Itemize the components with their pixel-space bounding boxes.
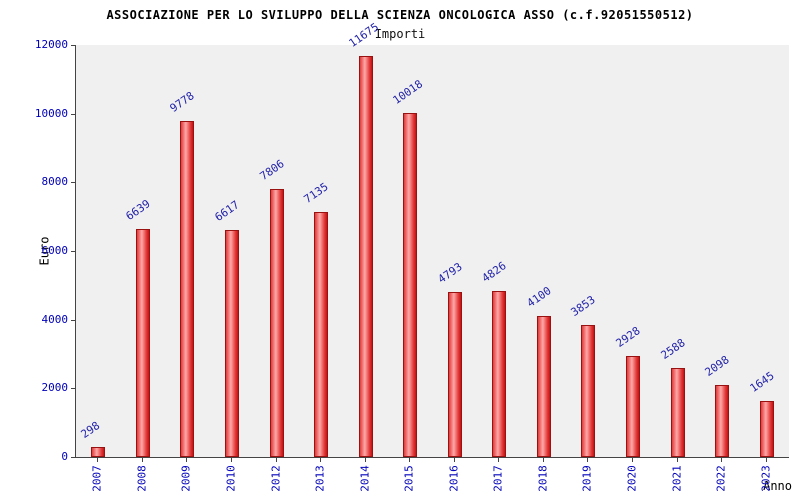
x-tick-mark (97, 458, 98, 462)
x-tick-mark (454, 458, 455, 462)
y-tick-label: 10000 (34, 106, 68, 120)
bar-value-label: 3853 (568, 293, 598, 319)
y-tick-label: 4000 (41, 312, 69, 326)
x-tick-mark (409, 458, 410, 462)
x-tick-label: 2015 (402, 465, 416, 492)
bar (314, 212, 328, 457)
bar (136, 229, 150, 457)
x-tick-mark (587, 458, 588, 462)
bar-value-label: 2928 (613, 324, 643, 350)
x-tick-mark (186, 458, 187, 462)
bar (270, 189, 284, 457)
y-tick-mark (71, 457, 75, 458)
bar (581, 325, 595, 457)
x-axis-title: Anno (763, 479, 792, 493)
bar-value-label: 6639 (123, 197, 153, 223)
bar (91, 447, 105, 457)
x-tick-label: 2007 (90, 465, 104, 492)
x-tick-label: 2019 (580, 465, 594, 492)
y-tick-label: 2000 (41, 381, 69, 395)
bar (225, 230, 239, 457)
x-tick-mark (721, 458, 722, 462)
x-tick-label: 2021 (670, 465, 684, 492)
bar (180, 121, 194, 457)
chart-title: ASSOCIAZIONE PER LO SVILUPPO DELLA SCIEN… (106, 8, 694, 22)
x-tick-mark (632, 458, 633, 462)
bar (448, 292, 462, 457)
bar (715, 385, 729, 457)
x-tick-label: 2016 (447, 465, 461, 492)
x-tick-mark (231, 458, 232, 462)
bar (537, 316, 551, 457)
plot-area: 298 6639 9778 6617 7806 7135 11675 10018 4793 482… (75, 20, 789, 458)
x-tick-label: 2014 (358, 465, 372, 492)
bar-value-label: 7135 (301, 180, 331, 206)
y-tick-label: 6000 (41, 244, 69, 257)
bar-value-label: 1645 (747, 369, 777, 395)
bar (760, 401, 774, 457)
bar-value-label: 2098 (702, 353, 732, 379)
x-tick-label: 2018 (536, 465, 550, 492)
bar (403, 113, 417, 457)
bar-value-label: 298 (78, 418, 103, 441)
x-tick-mark (320, 458, 321, 462)
chart-subtitle: Importi (374, 27, 426, 41)
x-tick-mark (543, 458, 544, 462)
bar-value-label: 6617 (212, 198, 242, 224)
x-tick-label: 2008 (135, 465, 149, 492)
x-tick-label: 2020 (625, 465, 639, 492)
y-tick-mark (71, 319, 75, 321)
x-tick-label: 2022 (714, 465, 728, 492)
x-tick-mark (498, 458, 499, 462)
y-tick-mark (71, 251, 75, 252)
bar-value-label: 4793 (435, 260, 465, 286)
x-tick-label: 2010 (224, 465, 238, 492)
y-tick-label: 8000 (41, 175, 69, 189)
x-tick-mark (142, 458, 143, 462)
bar-value-label: 2588 (658, 336, 688, 362)
x-tick-label: 2017 (491, 465, 505, 492)
x-tick-mark (276, 458, 277, 462)
x-tick-label: 2013 (313, 465, 327, 492)
x-tick-label: 2009 (179, 465, 193, 492)
bar-value-label: 7806 (257, 157, 287, 183)
y-tick-mark (71, 45, 75, 46)
bar (671, 368, 685, 457)
x-tick-label: 2023 (759, 465, 773, 492)
y-tick-label: 12000 (34, 38, 68, 51)
bar-value-label: 9778 (167, 89, 197, 115)
bar-value-label: 4100 (524, 284, 554, 310)
x-tick-mark (766, 458, 767, 462)
y-tick-mark (71, 113, 75, 115)
y-tick-mark (71, 388, 75, 390)
y-tick-mark (71, 182, 75, 184)
bar (626, 356, 640, 457)
bar (492, 291, 506, 457)
bar-value-label: 4826 (479, 259, 509, 285)
x-tick-mark (677, 458, 678, 462)
bar (359, 56, 373, 457)
x-tick-mark (365, 458, 366, 462)
x-tick-label: 2012 (269, 465, 283, 492)
y-tick-label: 0 (61, 450, 68, 463)
bar-value-label: 10018 (390, 77, 426, 107)
